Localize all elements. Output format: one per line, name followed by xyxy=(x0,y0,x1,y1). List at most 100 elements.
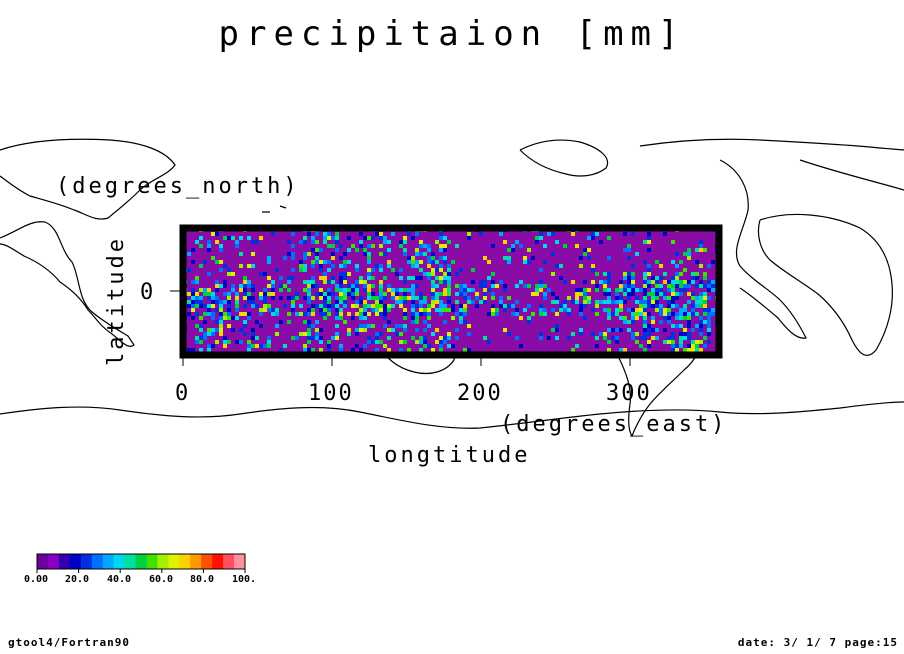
precip-cell xyxy=(699,320,703,324)
precip-cell xyxy=(695,276,699,280)
precip-cell xyxy=(439,340,443,344)
precip-cell xyxy=(367,340,371,344)
precip-cell xyxy=(375,300,379,304)
precip-cell xyxy=(291,336,295,340)
precip-cell xyxy=(579,292,583,296)
precip-cell xyxy=(671,276,675,280)
precip-cell xyxy=(247,316,251,320)
precip-cell xyxy=(387,336,391,340)
precip-cell xyxy=(459,308,463,312)
precip-cell xyxy=(491,284,495,288)
precip-cell xyxy=(307,308,311,312)
precip-cell xyxy=(367,312,371,316)
precip-cell xyxy=(499,232,503,236)
precip-cell xyxy=(199,236,203,240)
precip-cell xyxy=(591,236,595,240)
precip-cell xyxy=(475,296,479,300)
precip-cell xyxy=(311,280,315,284)
colorbar-swatch xyxy=(212,554,224,569)
precip-cell xyxy=(215,328,219,332)
precip-cell xyxy=(307,280,311,284)
precip-cell xyxy=(251,332,255,336)
precip-cell xyxy=(595,300,599,304)
precip-cell xyxy=(595,312,599,316)
precip-cell xyxy=(359,308,363,312)
coast-eurasia xyxy=(719,159,807,339)
precip-cell xyxy=(403,316,407,320)
precip-cell xyxy=(699,316,703,320)
precip-cell xyxy=(627,272,631,276)
precip-cell xyxy=(687,324,691,328)
precip-cell xyxy=(323,312,327,316)
precip-cell xyxy=(299,240,303,244)
precip-cell xyxy=(535,292,539,296)
precip-cell xyxy=(531,292,535,296)
precip-cell xyxy=(427,316,431,320)
coast-africa xyxy=(757,213,893,356)
precip-cell xyxy=(447,276,451,280)
precip-cell xyxy=(667,304,671,308)
precip-cell xyxy=(499,296,503,300)
precip-cell xyxy=(671,292,675,296)
precip-cell xyxy=(219,328,223,332)
precip-cell xyxy=(255,320,259,324)
precip-cell xyxy=(639,304,643,308)
y-tick-0: 0 xyxy=(140,280,156,305)
precip-cell xyxy=(447,336,451,340)
precip-cell xyxy=(443,256,447,260)
precip-cell xyxy=(195,324,199,328)
precip-cell xyxy=(463,304,467,308)
precip-cell xyxy=(703,272,707,276)
precip-cell xyxy=(539,232,543,236)
precip-cell xyxy=(631,232,635,236)
precip-cell xyxy=(631,332,635,336)
precip-cell xyxy=(703,300,707,304)
precip-cell xyxy=(399,244,403,248)
precip-cell xyxy=(627,280,631,284)
precip-cell xyxy=(367,236,371,240)
precip-cell xyxy=(691,328,695,332)
precip-cell xyxy=(311,276,315,280)
precip-cell xyxy=(211,304,215,308)
precip-cell xyxy=(371,296,375,300)
precip-cell xyxy=(647,240,651,244)
precip-cell xyxy=(299,332,303,336)
precip-cell xyxy=(699,296,703,300)
precip-cell xyxy=(671,300,675,304)
precip-cell xyxy=(287,296,291,300)
precip-cell xyxy=(371,244,375,248)
precip-cell xyxy=(527,316,531,320)
precip-cell xyxy=(479,284,483,288)
precip-cell xyxy=(427,312,431,316)
precip-cell xyxy=(419,276,423,280)
precip-cell xyxy=(691,340,695,344)
precip-cell xyxy=(651,280,655,284)
precip-cell xyxy=(563,280,567,284)
precip-cell xyxy=(207,304,211,308)
precip-cell xyxy=(707,324,711,328)
precip-cell xyxy=(247,264,251,268)
colorbar-swatch xyxy=(37,554,49,569)
precip-cell xyxy=(491,292,495,296)
precip-cell xyxy=(427,276,431,280)
precip-cell xyxy=(307,328,311,332)
precip-cell xyxy=(419,304,423,308)
precip-cell xyxy=(335,240,339,244)
precip-cell xyxy=(339,280,343,284)
precip-cell xyxy=(619,308,623,312)
precip-cell xyxy=(395,292,399,296)
precip-cell xyxy=(379,268,383,272)
precip-cell xyxy=(435,284,439,288)
precip-cell xyxy=(539,312,543,316)
precip-cell xyxy=(291,304,295,308)
precip-cell xyxy=(319,292,323,296)
precip-cell xyxy=(455,300,459,304)
precip-cell xyxy=(443,276,447,280)
precip-cell xyxy=(683,284,687,288)
precip-cell xyxy=(579,312,583,316)
precip-cell xyxy=(263,296,267,300)
precip-cell xyxy=(427,248,431,252)
coast-arctic xyxy=(519,139,609,177)
precip-cell xyxy=(303,312,307,316)
precip-cell xyxy=(379,308,383,312)
